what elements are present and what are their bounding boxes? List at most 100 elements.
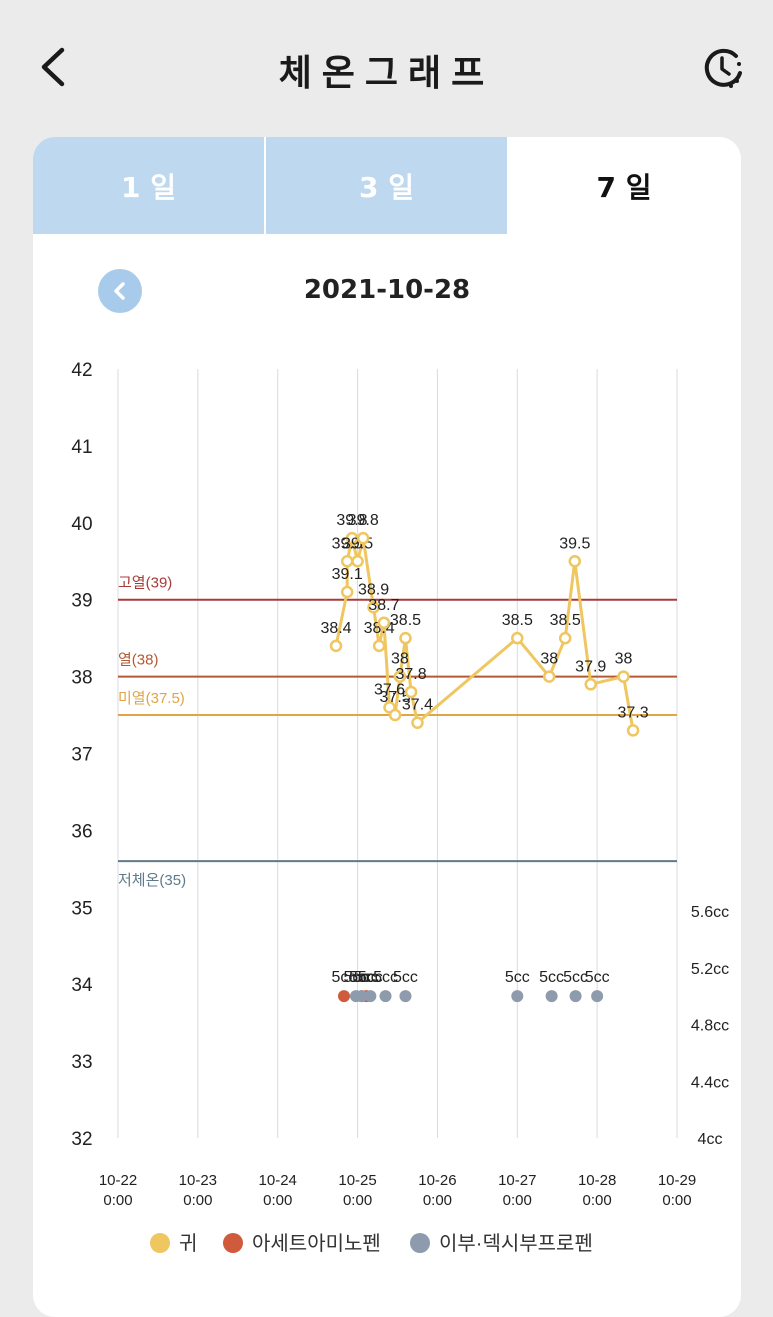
ibuprofen-point	[545, 990, 558, 1003]
temperature-point	[399, 631, 412, 645]
x-tick-time: 0:00	[423, 1192, 452, 1209]
chevron-left-icon	[41, 47, 65, 87]
y-tick-label: 33	[71, 1052, 92, 1073]
tab-7-day[interactable]: 7 일	[507, 137, 741, 234]
temperature-point-label: 39.5	[559, 535, 590, 552]
temperature-point	[367, 601, 380, 614]
temperature-point	[584, 678, 598, 691]
x-tick-time: 0:00	[343, 1192, 372, 1209]
x-tick-time: 0:00	[583, 1192, 612, 1209]
temperature-point	[340, 585, 354, 599]
temperature-point-label: 37.4	[402, 697, 433, 714]
y-tick-label: 35	[71, 898, 92, 919]
y-tick-label: 39	[71, 591, 92, 612]
ibuprofen-point	[511, 990, 524, 1003]
acetaminophen-point	[337, 990, 350, 1003]
ibuprofen-point	[364, 990, 377, 1003]
legend-marker	[410, 1233, 430, 1253]
legend-label: 귀	[179, 1232, 197, 1255]
temperature-point	[356, 531, 370, 545]
x-tick-date: 10-29	[658, 1172, 696, 1189]
dose-point-label: 5cc	[393, 969, 418, 986]
temperature-series-line	[334, 536, 635, 731]
prev-date-button[interactable]	[98, 269, 142, 313]
graph-card: 1 일 3 일 7 일 2021-10-28	[33, 137, 741, 1317]
y2-tick-label: 5.6cc	[691, 904, 729, 921]
y-tick-label: 32	[71, 1129, 92, 1150]
temperature-point	[340, 555, 354, 568]
y2-tick-label: 4cc	[698, 1131, 723, 1148]
legend-label: 이부·덱시부프로펜	[439, 1232, 593, 1255]
threshold-label: 저체온(35)	[118, 872, 186, 889]
x-tick-date: 10-25	[338, 1172, 376, 1189]
temperature-point-label: 37.8	[396, 666, 427, 683]
x-tick-time: 0:00	[103, 1192, 132, 1209]
current-date: 2021-10-28	[303, 275, 471, 305]
legend-marker	[150, 1233, 170, 1253]
dose-point-label: 5cc	[349, 969, 374, 986]
temperature-point	[411, 716, 424, 729]
period-tabs: 1 일 3 일 7 일	[33, 137, 741, 234]
temperature-point-label: 39.8	[348, 512, 379, 529]
ibuprofen-point	[379, 990, 392, 1003]
temperature-point	[351, 555, 364, 568]
y-tick-label: 41	[71, 437, 92, 458]
dose-point-label: 5cc	[373, 969, 398, 986]
dose-point-label: 5cc	[539, 969, 564, 986]
temperature-point	[511, 631, 524, 645]
threshold-label: 미열(37.5)	[118, 690, 185, 707]
dose-point-label: 5cc	[563, 969, 588, 986]
legend-marker	[223, 1233, 243, 1253]
temperature-point-label: 37.5	[380, 689, 411, 706]
temperature-point-label: 38	[391, 651, 409, 668]
x-tick-date: 10-28	[578, 1172, 616, 1189]
x-tick-date: 10-22	[99, 1172, 137, 1189]
tab-3-day[interactable]: 3 일	[266, 137, 507, 234]
dose-point-label: 5cc	[354, 969, 379, 986]
tab-1-day[interactable]: 1 일	[33, 137, 266, 234]
dose-point-label: 5cc	[344, 969, 369, 986]
ibuprofen-point	[569, 990, 582, 1003]
temperature-point-label: 39.1	[332, 566, 363, 583]
temperature-point-label: 37.3	[618, 704, 649, 721]
temperature-point-label: 38.4	[320, 620, 351, 637]
dose-point-label: 5cc	[585, 969, 610, 986]
app-header: 체온그래프	[0, 0, 773, 135]
x-tick-time: 0:00	[503, 1192, 532, 1209]
x-tick-time: 0:00	[263, 1192, 292, 1209]
dose-point-label: 5cc	[332, 969, 357, 986]
history-button[interactable]	[698, 44, 748, 94]
y2-tick-label: 4.4cc	[691, 1074, 729, 1091]
temperature-point-label: 39.8	[336, 512, 367, 529]
dose-point-label: 5cc	[349, 969, 374, 986]
x-tick-time: 0:00	[662, 1192, 691, 1209]
legend-label: 아세트아미노펜	[252, 1232, 381, 1255]
ibuprofen-point	[355, 990, 368, 1003]
chevron-left-icon	[114, 282, 125, 300]
temperature-point-label: 38.7	[368, 597, 399, 614]
x-tick-time: 0:00	[183, 1192, 212, 1209]
temperature-point	[558, 631, 572, 645]
ibuprofen-point	[399, 990, 412, 1003]
temperature-point	[388, 708, 402, 722]
x-tick-date: 10-27	[498, 1172, 536, 1189]
x-tick-date: 10-24	[259, 1172, 297, 1189]
x-tick-date: 10-26	[418, 1172, 456, 1189]
temperature-point	[404, 685, 418, 699]
back-button[interactable]	[30, 42, 80, 92]
dose-point-label: 5cc	[505, 969, 530, 986]
ibuprofen-point	[591, 990, 604, 1003]
temperature-point-label: 38.5	[550, 612, 581, 629]
y-tick-label: 36	[71, 821, 92, 842]
temperature-point	[617, 670, 630, 683]
y-tick-label: 38	[71, 668, 92, 689]
temperature-point-label: 38.5	[502, 612, 533, 629]
temperature-point	[568, 555, 582, 568]
y-tick-label: 42	[71, 360, 92, 381]
temperature-point	[393, 670, 407, 683]
temperature-point-label: 37.6	[374, 681, 405, 698]
temperature-point-label: 37.9	[575, 658, 606, 675]
dose-point-label: 5cc	[358, 969, 383, 986]
temperature-point-label: 38.5	[390, 612, 421, 629]
